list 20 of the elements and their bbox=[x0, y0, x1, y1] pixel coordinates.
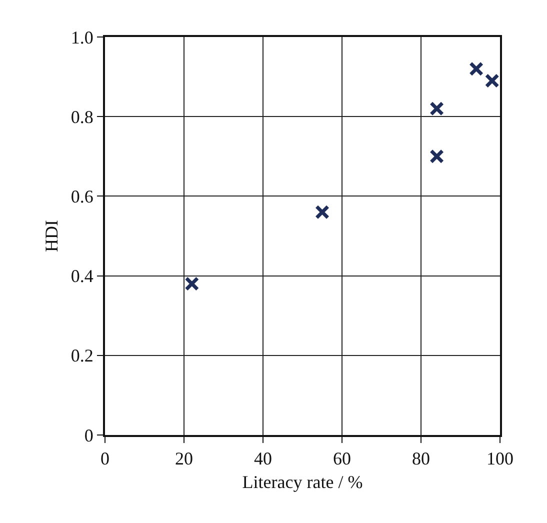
x-tick-label: 80 bbox=[412, 448, 430, 469]
point bbox=[430, 101, 444, 116]
y-tick-label: 1.0 bbox=[70, 27, 94, 48]
x-axis-title: Literacy rate / % bbox=[242, 472, 363, 492]
y-tick-label: 0 bbox=[84, 425, 94, 446]
y-tick-label: 0.2 bbox=[70, 346, 94, 366]
x-tick-label: 100 bbox=[486, 448, 514, 469]
point bbox=[315, 204, 330, 220]
y-axis-title: HDI bbox=[42, 220, 62, 252]
point bbox=[430, 149, 444, 164]
point bbox=[484, 74, 500, 88]
point bbox=[184, 276, 200, 292]
y-tick-label: 0.8 bbox=[70, 106, 94, 127]
x-tick-label: 20 bbox=[175, 448, 193, 469]
y-tick-label: 0.4 bbox=[70, 266, 94, 286]
x-tick-label: 40 bbox=[254, 448, 272, 469]
y-tick-label: 0.6 bbox=[70, 186, 94, 206]
x-tick-label: 0 bbox=[100, 448, 110, 469]
x-tick-label: 60 bbox=[333, 448, 351, 469]
point bbox=[469, 62, 484, 76]
